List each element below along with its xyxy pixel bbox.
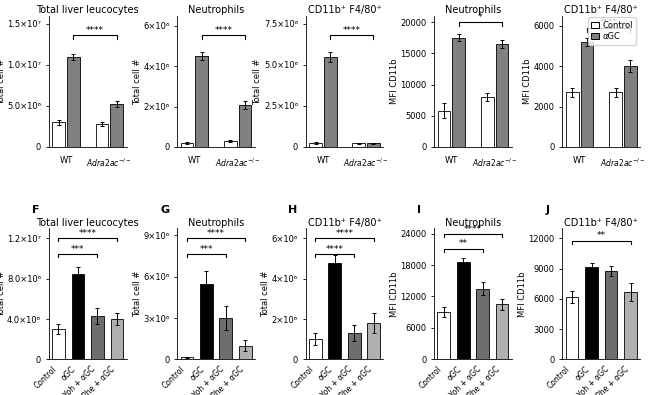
Bar <box>604 271 617 359</box>
Text: ****: **** <box>207 229 225 238</box>
Bar <box>566 297 578 359</box>
Bar <box>352 143 365 147</box>
Bar <box>52 122 65 147</box>
Text: WT: WT <box>59 156 73 165</box>
Title: CD11b⁺ F4/80⁺: CD11b⁺ F4/80⁺ <box>564 5 638 15</box>
Bar <box>309 143 322 147</box>
Text: WT: WT <box>188 156 201 165</box>
Bar <box>457 262 469 359</box>
Bar <box>496 305 508 359</box>
Text: D: D <box>417 0 426 2</box>
Bar <box>328 263 341 359</box>
Y-axis label: Total cell #: Total cell # <box>261 271 270 317</box>
Text: $\mathit{Adra2ac}^{-/-}$: $\mathit{Adra2ac}^{-/-}$ <box>86 156 132 169</box>
Bar <box>624 66 637 147</box>
Y-axis label: MFI CD11b: MFI CD11b <box>389 271 398 317</box>
Text: ****: **** <box>600 18 618 27</box>
Text: *: * <box>478 13 482 22</box>
Text: ****: **** <box>326 245 344 254</box>
Text: WT: WT <box>317 156 330 165</box>
Text: ****: **** <box>464 225 482 234</box>
Text: J: J <box>545 205 549 214</box>
Bar <box>585 267 598 359</box>
Text: H: H <box>289 205 298 214</box>
Title: CD11b⁺ F4/80⁺: CD11b⁺ F4/80⁺ <box>307 218 382 228</box>
Bar <box>181 357 193 359</box>
Text: I: I <box>417 205 421 214</box>
Bar <box>437 312 450 359</box>
Title: CD11b⁺ F4/80⁺: CD11b⁺ F4/80⁺ <box>564 218 638 228</box>
Bar <box>220 318 232 359</box>
Y-axis label: Total cell #: Total cell # <box>0 271 6 317</box>
Bar <box>580 42 593 147</box>
Bar <box>111 104 123 147</box>
Bar <box>452 38 465 147</box>
Y-axis label: Total cell #: Total cell # <box>254 58 263 105</box>
Text: **: ** <box>597 231 606 241</box>
Bar <box>624 292 637 359</box>
Text: WT: WT <box>445 156 458 165</box>
Text: F: F <box>32 205 39 214</box>
Bar <box>96 124 109 147</box>
Title: CD11b⁺ F4/80⁺: CD11b⁺ F4/80⁺ <box>307 5 382 15</box>
Bar <box>309 339 322 359</box>
Text: ****: **** <box>214 26 233 35</box>
Bar <box>239 346 252 359</box>
Title: Neutrophils: Neutrophils <box>445 5 501 15</box>
Bar <box>437 111 450 147</box>
Text: A: A <box>32 0 40 2</box>
Y-axis label: MFI CD11b: MFI CD11b <box>390 58 398 104</box>
Y-axis label: Total cell #: Total cell # <box>0 58 6 105</box>
Bar <box>196 56 208 147</box>
Text: ****: **** <box>79 229 97 238</box>
Text: $\mathit{Adra2ac}^{-/-}$: $\mathit{Adra2ac}^{-/-}$ <box>215 156 261 169</box>
Text: ***: *** <box>200 245 213 254</box>
Text: B: B <box>160 0 168 2</box>
Text: $\mathit{Adra2ac}^{-/-}$: $\mathit{Adra2ac}^{-/-}$ <box>600 156 646 169</box>
Text: ****: **** <box>343 26 361 35</box>
Bar <box>495 44 508 147</box>
Bar <box>476 289 489 359</box>
Text: $\mathit{Adra2ac}^{-/-}$: $\mathit{Adra2ac}^{-/-}$ <box>343 156 389 169</box>
Bar <box>367 323 380 359</box>
Title: Total liver leucocytes: Total liver leucocytes <box>36 5 139 15</box>
Text: **: ** <box>459 239 468 248</box>
Title: Neutrophils: Neutrophils <box>188 218 244 228</box>
Bar <box>91 316 104 359</box>
Bar <box>566 92 578 147</box>
Y-axis label: MFI CD11b: MFI CD11b <box>518 271 527 317</box>
Title: Neutrophils: Neutrophils <box>188 5 244 15</box>
Bar <box>367 143 380 147</box>
Text: WT: WT <box>573 156 586 165</box>
Bar <box>224 141 237 147</box>
Bar <box>181 143 194 147</box>
Text: ****: **** <box>86 26 104 35</box>
Bar <box>52 329 65 359</box>
Text: ****: **** <box>335 229 354 238</box>
Bar <box>239 105 252 147</box>
Y-axis label: MFI CD11b: MFI CD11b <box>523 58 532 104</box>
Y-axis label: Total cell #: Total cell # <box>133 58 142 105</box>
Bar <box>111 319 123 359</box>
Bar <box>200 284 213 359</box>
Text: E: E <box>545 0 553 2</box>
Legend: Control, αGC: Control, αGC <box>588 17 636 45</box>
Bar <box>72 274 84 359</box>
Y-axis label: Total cell #: Total cell # <box>133 271 142 317</box>
Bar <box>348 333 361 359</box>
Title: Neutrophils: Neutrophils <box>445 218 501 228</box>
Bar <box>481 97 493 147</box>
Bar <box>67 57 80 147</box>
Title: Total liver leucocytes: Total liver leucocytes <box>36 218 139 228</box>
Text: C: C <box>289 0 296 2</box>
Text: ***: *** <box>72 245 84 254</box>
Text: $\mathit{Adra2ac}^{-/-}$: $\mathit{Adra2ac}^{-/-}$ <box>472 156 517 169</box>
Bar <box>609 92 622 147</box>
Bar <box>324 57 337 147</box>
Text: G: G <box>160 205 169 214</box>
